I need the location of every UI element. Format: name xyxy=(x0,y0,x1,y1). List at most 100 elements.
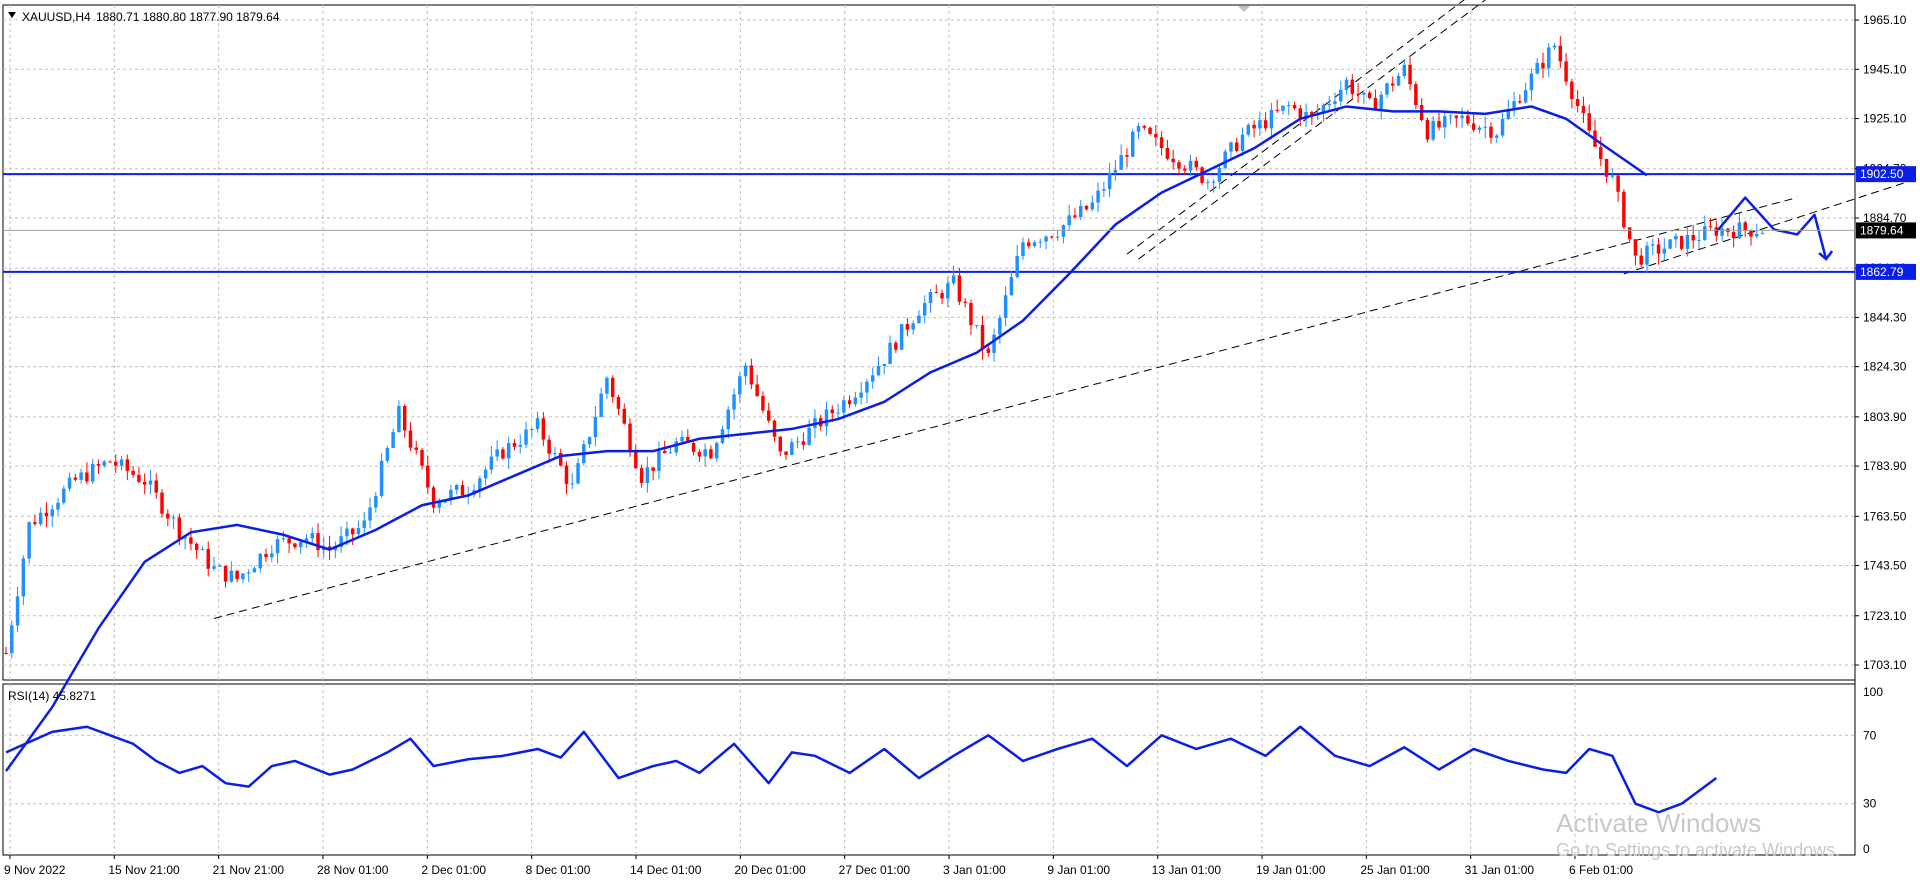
candle-body xyxy=(102,461,106,466)
candle-body xyxy=(714,443,719,459)
candle-body xyxy=(1298,108,1303,119)
candle-body xyxy=(1304,111,1308,119)
candle-body xyxy=(1211,181,1216,183)
candle-body xyxy=(1200,167,1204,183)
candle-body xyxy=(1032,242,1037,247)
candle-body xyxy=(478,478,482,491)
candle-body xyxy=(119,459,124,466)
candle-body xyxy=(535,418,540,430)
candle-body xyxy=(1443,116,1447,128)
candle-body xyxy=(593,416,598,438)
candle-body xyxy=(27,522,31,559)
candle-body xyxy=(1506,110,1511,120)
candle-body xyxy=(1489,126,1493,138)
candle-body xyxy=(114,461,118,466)
candle-body xyxy=(1645,245,1649,265)
candle-body xyxy=(1275,109,1279,111)
candle-body xyxy=(651,467,655,471)
candle-body xyxy=(1431,120,1435,140)
candle-body xyxy=(33,522,37,525)
candle-body xyxy=(1581,106,1586,114)
candle-body xyxy=(345,528,349,537)
candle-body xyxy=(980,324,985,349)
candle-body xyxy=(894,342,898,350)
rsi-tick-label: 70 xyxy=(1863,728,1877,742)
time-tick-label: 25 Jan 01:00 xyxy=(1360,863,1430,877)
candle-body xyxy=(1743,222,1747,231)
candle-body xyxy=(449,489,453,500)
candle-body xyxy=(1125,155,1129,157)
candle-body xyxy=(1535,62,1539,74)
candle-body xyxy=(489,456,494,470)
time-tick-label: 3 Jan 01:00 xyxy=(943,863,1006,877)
candle-body xyxy=(362,520,366,529)
candle-body xyxy=(454,485,459,490)
candle-body xyxy=(1616,175,1620,192)
trendline[interactable] xyxy=(1126,0,1479,255)
dropdown-triangle-icon[interactable] xyxy=(8,12,16,18)
time-tick-label: 2 Dec 01:00 xyxy=(421,863,486,877)
candle-body xyxy=(564,465,569,485)
candle-body xyxy=(749,365,754,385)
candle-body xyxy=(166,513,170,519)
candle-body xyxy=(1512,101,1516,111)
candle-body xyxy=(830,409,835,414)
candle-body xyxy=(1026,242,1031,247)
candle-body xyxy=(1552,45,1557,48)
candle-body xyxy=(506,443,511,459)
rsi-panel[interactable] xyxy=(5,725,1718,814)
candle-body xyxy=(96,463,101,466)
moving-average-line[interactable] xyxy=(4,105,1648,772)
candle-body xyxy=(1731,231,1736,239)
symbol-label: XAUUSD,H4 xyxy=(22,10,91,24)
rsi-axis: 100 70 30 0 xyxy=(1863,685,1883,856)
candle-body xyxy=(801,441,806,445)
rsi-line[interactable] xyxy=(5,725,1718,814)
time-tick-label: 8 Dec 01:00 xyxy=(526,863,591,877)
candle-body xyxy=(1408,64,1412,85)
candle-body xyxy=(1385,83,1389,95)
candle-body xyxy=(67,477,72,489)
candle-body xyxy=(316,533,320,551)
candle-body xyxy=(212,566,216,569)
trendline[interactable] xyxy=(1623,30,1920,275)
candle-body xyxy=(148,480,153,485)
candle-body xyxy=(934,292,939,294)
candle-body xyxy=(686,436,690,443)
candle-body xyxy=(177,517,182,539)
candle-body xyxy=(743,365,748,377)
trendline[interactable] xyxy=(213,197,1798,619)
candle-body xyxy=(1131,131,1135,157)
candle-body xyxy=(223,565,228,582)
rsi-label: RSI(14) 45.8271 xyxy=(8,689,96,703)
forecast-path[interactable] xyxy=(1715,196,1828,260)
price-tick-label: 1703.10 xyxy=(1863,658,1907,672)
candle-body xyxy=(1263,120,1268,129)
candle-body xyxy=(1396,75,1401,86)
activation-watermark-subtitle: Go to Settings to activate Windows. xyxy=(1556,840,1841,860)
candle-body xyxy=(160,492,164,514)
candle-body xyxy=(1454,115,1459,118)
candle-body xyxy=(622,408,626,424)
candle-body xyxy=(1477,127,1482,130)
candle-body xyxy=(501,449,505,459)
trendline[interactable] xyxy=(1138,0,1491,260)
candle-body xyxy=(1321,105,1326,113)
candle-body xyxy=(1310,111,1314,116)
candle-body xyxy=(391,432,395,448)
candle-body xyxy=(899,324,904,350)
price-tick-label: 1965.10 xyxy=(1863,13,1907,27)
candle-body xyxy=(1206,182,1210,184)
candle-body xyxy=(928,292,933,304)
time-tick-label: 15 Nov 21:00 xyxy=(108,863,180,877)
scroll-marker-icon[interactable] xyxy=(1238,6,1250,12)
candle-body xyxy=(616,397,621,409)
candle-body xyxy=(1749,230,1753,237)
candle-body xyxy=(1229,142,1233,152)
price-panel[interactable] xyxy=(3,0,1920,772)
candle-body xyxy=(911,323,915,330)
ohlc-values: 1880.71 1880.80 1877.90 1879.64 xyxy=(96,10,280,24)
candle-body xyxy=(842,400,846,413)
